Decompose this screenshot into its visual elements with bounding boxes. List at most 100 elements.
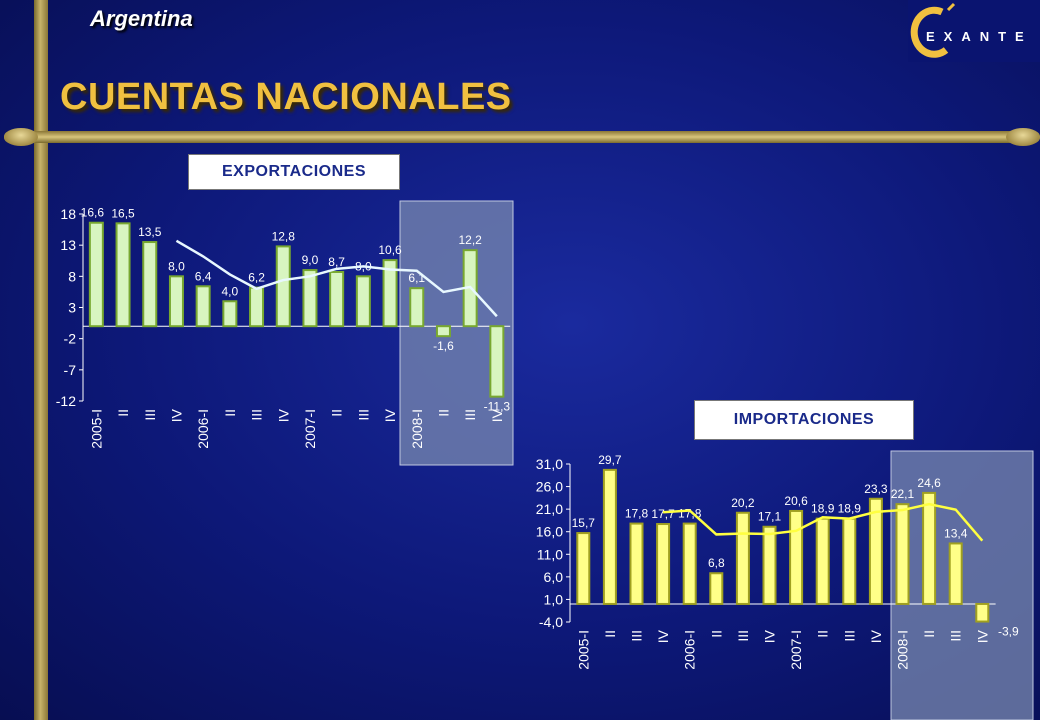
exportaciones-data-label: 4,0: [222, 284, 239, 298]
importaciones-data-label: 20,6: [784, 494, 808, 508]
exportaciones-category-label: II: [115, 409, 131, 417]
importaciones-category-label: 2005-I: [575, 630, 591, 670]
importaciones-category-label: 2007-I: [788, 630, 804, 670]
importaciones-bar: [789, 509, 804, 605]
exportaciones-y-tick-label: 18: [60, 206, 76, 222]
exportaciones-y-tick-label: -12: [56, 393, 76, 409]
exportaciones-data-label: -1,6: [433, 339, 454, 353]
importaciones-data-label: 17,7: [651, 507, 675, 521]
importaciones-y-tick-label: 6,0: [544, 569, 564, 585]
importaciones-data-label: 20,2: [731, 496, 755, 510]
importaciones-data-label: 23,3: [864, 482, 888, 496]
importaciones-data-label: 18,9: [811, 502, 835, 516]
exportaciones-category-label: 2008-I: [409, 409, 425, 449]
exportaciones-category-label: IV: [382, 408, 398, 422]
importaciones-bar: [948, 542, 963, 605]
exportaciones-data-label: -11,3: [484, 400, 511, 414]
exportaciones-bar: [382, 259, 398, 328]
exportaciones-bar: [275, 245, 291, 328]
importaciones-bar: [709, 572, 724, 605]
importaciones-bar: [762, 525, 777, 605]
exportaciones-data-label: 12,8: [272, 229, 296, 243]
importaciones-category-label: 2008-I: [895, 630, 911, 670]
importaciones-bar: [868, 497, 883, 605]
page-title: CUENTAS NACIONALES: [60, 76, 512, 118]
exportaciones-category-label: III: [249, 409, 265, 421]
exportaciones-data-label: 16,6: [81, 206, 105, 220]
exportaciones-bar: [329, 270, 345, 328]
exportaciones-bar: [115, 222, 131, 328]
importaciones-data-label: 15,7: [572, 516, 596, 530]
exportaciones-category-label: III: [462, 409, 478, 421]
exportaciones-category-label: 2007-I: [302, 409, 318, 449]
importaciones-bar: [629, 522, 644, 605]
divider-end-left: [4, 128, 38, 146]
exportaciones-y-tick-label: -7: [64, 362, 77, 378]
importaciones-data-label: -3,9: [998, 625, 1019, 639]
exportaciones-bar: [142, 241, 158, 328]
importaciones-category-label: II: [815, 630, 831, 638]
exportaciones-category-label: II: [435, 409, 451, 417]
exportaciones-data-label: 13,5: [138, 225, 162, 239]
exportaciones-category-label: 2006-I: [195, 409, 211, 449]
importaciones-y-tick-label: 16,0: [536, 524, 563, 540]
exportaciones-bar: [195, 285, 211, 328]
importaciones-category-label: 2006-I: [682, 630, 698, 670]
exportaciones-category-label: III: [142, 409, 158, 421]
exportaciones-data-label: 8,0: [168, 259, 185, 273]
exante-logo: EXANTE: [908, 0, 1040, 62]
importaciones-data-label: 17,1: [758, 510, 782, 524]
importaciones-category-label: III: [629, 630, 645, 642]
divider-end-right: [1006, 128, 1040, 146]
importaciones-category-label: II: [921, 630, 937, 638]
importaciones-y-tick-label: 21,0: [536, 501, 563, 517]
exportaciones-data-label: 6,4: [195, 269, 212, 283]
left-gold-bar: [34, 0, 48, 720]
importaciones-data-label: 29,7: [598, 453, 622, 467]
importaciones-data-label: 22,1: [891, 487, 915, 501]
exante-logo-graphic: EXANTE: [910, 2, 1033, 58]
exportaciones-category-label: IV: [275, 408, 291, 422]
exportaciones-data-label: 10,6: [378, 243, 402, 257]
exportaciones-bar: [409, 287, 425, 328]
exportaciones-y-tick-label: 3: [68, 300, 76, 316]
importaciones-data-label: 24,6: [917, 476, 941, 490]
importaciones-label: IMPORTACIONES: [694, 400, 914, 440]
exportaciones-data-label: 8,7: [328, 255, 345, 269]
exportaciones-category-label: II: [329, 409, 345, 417]
importaciones-category-label: IV: [868, 629, 884, 643]
exportaciones-bar: [355, 275, 371, 328]
exportaciones-category-label: IV: [489, 408, 505, 422]
importaciones-category-label: II: [602, 630, 618, 638]
exportaciones-data-label: 12,2: [458, 233, 482, 247]
importaciones-bar: [576, 532, 591, 605]
importaciones-category-label: II: [708, 630, 724, 638]
exportaciones-category-label: II: [222, 409, 238, 417]
importaciones-bar: [922, 491, 937, 605]
importaciones-bar: [895, 503, 910, 605]
exportaciones-y-tick-label: -2: [64, 331, 77, 347]
exportaciones-y-tick-label: 13: [60, 237, 76, 253]
importaciones-data-label: 13,4: [944, 526, 968, 540]
importaciones-data-label: 17,8: [625, 507, 649, 521]
importaciones-y-tick-label: 26,0: [536, 479, 563, 495]
header-divider-bar: [4, 131, 1040, 143]
exportaciones-y-tick-label: 8: [68, 268, 76, 284]
importaciones-trend-line: [663, 502, 984, 542]
importaciones-y-tick-label: 31,0: [536, 456, 563, 472]
exportaciones-data-label: 6,1: [408, 271, 425, 285]
exportaciones-data-label: 6,2: [248, 271, 265, 285]
importaciones-category-label: III: [948, 630, 964, 642]
exportaciones-bar: [168, 275, 184, 328]
importaciones-bar: [735, 511, 750, 605]
exportaciones-data-label: 9,0: [302, 253, 319, 267]
exportaciones-bar: [88, 221, 104, 328]
importaciones-bar: [682, 522, 697, 605]
svg-text:EXANTE: EXANTE: [926, 29, 1033, 44]
importaciones-data-label: 6,8: [708, 556, 725, 570]
exportaciones-category-label: 2005-I: [88, 409, 104, 449]
importaciones-bar: [815, 517, 830, 605]
exportaciones-bar: [489, 325, 505, 398]
country-title: Argentina: [90, 6, 193, 31]
importaciones-bar: [975, 602, 990, 623]
